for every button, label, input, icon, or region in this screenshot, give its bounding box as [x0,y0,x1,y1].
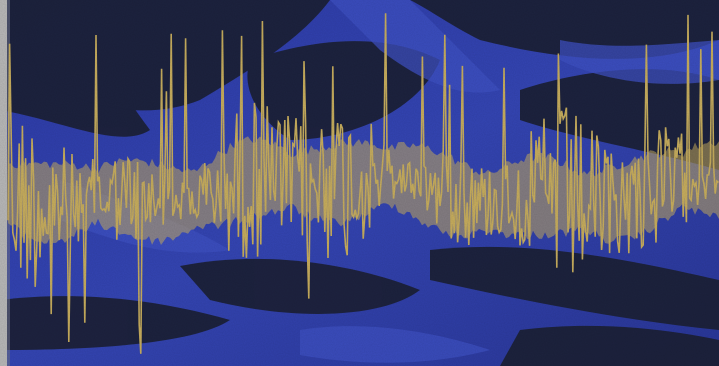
waveform-image [0,0,719,366]
waveform-scene [0,0,719,366]
grain-overlay [0,0,719,366]
